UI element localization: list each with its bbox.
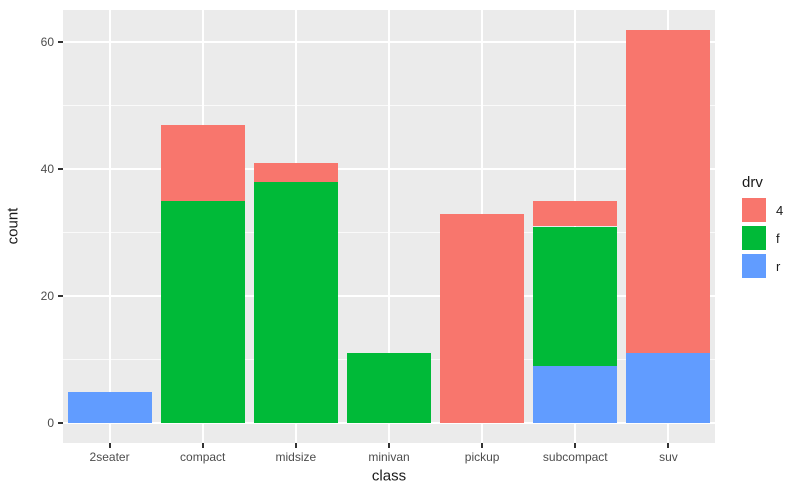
bar-segment-midsize-f (253, 182, 338, 424)
bar-segment-compact-4 (160, 124, 245, 202)
bar-segment-suv-4 (626, 29, 711, 354)
x-tick-mark (388, 443, 390, 448)
legend-key-swatch (742, 254, 766, 278)
x-tick-label: midsize (275, 450, 317, 464)
legend-entry-label: 4 (776, 202, 784, 218)
legend-key-swatch (742, 226, 766, 250)
plot-panel (63, 10, 715, 443)
x-tick-label: compact (180, 450, 226, 464)
bar-segment-compact-f (160, 201, 245, 424)
legend-entry-label: r (776, 258, 781, 274)
x-tick-mark (574, 443, 577, 448)
legend-entry-f: f (742, 226, 783, 250)
x-tick-label: subcompact (542, 450, 608, 464)
y-tick-label: 40 (40, 162, 54, 177)
y-tick-mark (58, 168, 63, 171)
legend-entry-4: 4 (742, 198, 783, 222)
y-tick-label: 20 (40, 289, 54, 304)
bar-segment-2seater-r (67, 391, 152, 424)
x-tick-mark (667, 443, 670, 448)
legend-entry-r: r (742, 254, 783, 278)
y-tick-mark (58, 422, 63, 425)
bar-segment-subcompact-r (533, 366, 618, 424)
legend-key-swatch (742, 198, 766, 222)
bar-segment-subcompact-4 (533, 201, 618, 227)
bar-segment-suv-r (626, 353, 711, 424)
x-tick-mark (108, 443, 111, 448)
y-axis-title: count (4, 207, 22, 245)
x-tick-mark (481, 443, 484, 448)
x-tick-label: pickup (464, 450, 500, 464)
x-tick-mark (201, 443, 204, 448)
bar-segment-minivan-f (347, 353, 431, 424)
y-tick-mark (58, 295, 63, 298)
bar-segment-midsize-4 (253, 163, 338, 183)
gridline-major-x (108, 10, 111, 443)
y-tick-label: 60 (40, 35, 54, 50)
y-tick-mark (58, 41, 63, 44)
legend-title: drv (742, 174, 763, 191)
legend-entry-label: f (776, 230, 780, 246)
bar-segment-pickup-4 (440, 213, 525, 424)
x-tick-label: 2seater (89, 450, 130, 464)
x-tick-mark (294, 443, 297, 448)
x-axis-title: class (371, 467, 407, 485)
y-tick-label: 0 (47, 416, 54, 431)
x-tick-label: suv (659, 450, 678, 464)
x-tick-label: minivan (368, 450, 410, 464)
gridline-major-x (388, 10, 390, 443)
bar-segment-subcompact-f (533, 226, 618, 367)
